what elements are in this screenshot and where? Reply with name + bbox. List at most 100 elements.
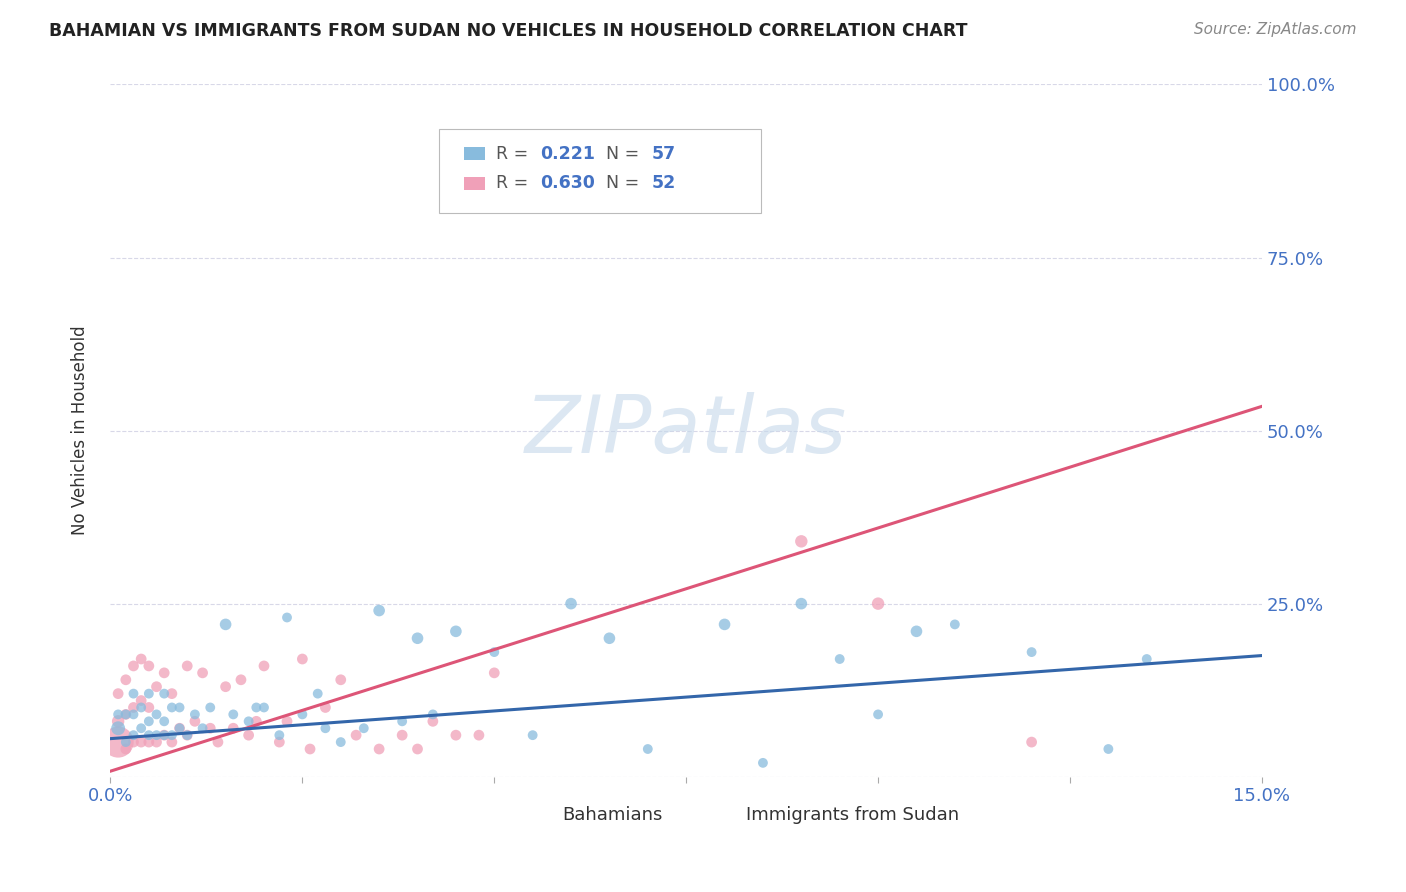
FancyBboxPatch shape — [464, 147, 485, 160]
Point — [122, 687, 145, 701]
Point — [145, 680, 167, 694]
Point — [200, 721, 222, 735]
Point — [353, 721, 375, 735]
Text: Immigrants from Sudan: Immigrants from Sudan — [747, 805, 959, 824]
Point — [122, 728, 145, 742]
Text: N =: N = — [606, 175, 644, 193]
Point — [637, 742, 659, 756]
Point — [184, 707, 207, 722]
Point — [828, 652, 851, 666]
Point — [114, 742, 136, 756]
Point — [129, 735, 152, 749]
Point — [129, 700, 152, 714]
Point — [522, 728, 544, 742]
Point — [138, 714, 160, 729]
Point — [169, 700, 191, 714]
Point — [114, 707, 136, 722]
Point — [245, 700, 267, 714]
Point — [1136, 652, 1159, 666]
Point — [368, 742, 391, 756]
Point — [169, 721, 191, 735]
Point — [122, 659, 145, 673]
Point — [129, 652, 152, 666]
Point — [114, 707, 136, 722]
Point — [675, 174, 697, 188]
Point — [560, 597, 582, 611]
Point — [160, 735, 183, 749]
Point — [160, 700, 183, 714]
Point — [200, 700, 222, 714]
Point — [145, 707, 167, 722]
Point — [138, 700, 160, 714]
Point — [153, 687, 176, 701]
Point — [314, 700, 336, 714]
Point — [191, 665, 214, 680]
Point — [207, 735, 229, 749]
Point — [269, 728, 291, 742]
Text: R =: R = — [496, 175, 534, 193]
Point — [153, 714, 176, 729]
Point — [114, 735, 136, 749]
Text: 52: 52 — [651, 175, 676, 193]
FancyBboxPatch shape — [709, 802, 713, 816]
Text: 0.221: 0.221 — [540, 145, 595, 162]
Point — [160, 687, 183, 701]
Point — [713, 617, 735, 632]
Point — [122, 735, 145, 749]
Point — [468, 728, 491, 742]
Point — [222, 721, 245, 735]
Point — [222, 707, 245, 722]
Point — [269, 735, 291, 749]
Point — [107, 707, 129, 722]
Point — [444, 624, 467, 639]
Point — [153, 728, 176, 742]
Point — [391, 728, 413, 742]
Point — [253, 700, 276, 714]
Point — [229, 673, 252, 687]
FancyBboxPatch shape — [464, 178, 485, 190]
Point — [176, 659, 198, 673]
Point — [153, 665, 176, 680]
Point — [138, 659, 160, 673]
Point — [868, 707, 890, 722]
Point — [191, 721, 214, 735]
Point — [122, 700, 145, 714]
Point — [484, 645, 506, 659]
Point — [444, 728, 467, 742]
Point — [1097, 742, 1119, 756]
Point — [422, 714, 444, 729]
Point — [214, 617, 236, 632]
Point — [314, 721, 336, 735]
Point — [107, 735, 129, 749]
FancyBboxPatch shape — [524, 802, 529, 816]
Text: Bahamians: Bahamians — [562, 805, 662, 824]
Point — [391, 714, 413, 729]
Point — [790, 597, 813, 611]
Point — [245, 714, 267, 729]
Point — [138, 735, 160, 749]
Y-axis label: No Vehicles in Household: No Vehicles in Household — [72, 326, 89, 535]
Point — [129, 721, 152, 735]
Text: R =: R = — [496, 145, 534, 162]
Point — [484, 665, 506, 680]
Point — [299, 742, 322, 756]
Text: N =: N = — [606, 145, 644, 162]
Point — [307, 687, 329, 701]
Point — [905, 624, 928, 639]
Point — [238, 728, 260, 742]
FancyBboxPatch shape — [439, 129, 761, 212]
Point — [1021, 645, 1043, 659]
Point — [253, 659, 276, 673]
Point — [214, 680, 236, 694]
Point — [790, 534, 813, 549]
Text: 0.630: 0.630 — [540, 175, 595, 193]
Text: Source: ZipAtlas.com: Source: ZipAtlas.com — [1194, 22, 1357, 37]
Point — [943, 617, 966, 632]
Point — [406, 632, 429, 646]
Point — [145, 735, 167, 749]
Point — [107, 721, 129, 735]
Point — [422, 707, 444, 722]
Text: ZIPatlas: ZIPatlas — [524, 392, 848, 469]
Point — [153, 728, 176, 742]
Point — [752, 756, 775, 770]
